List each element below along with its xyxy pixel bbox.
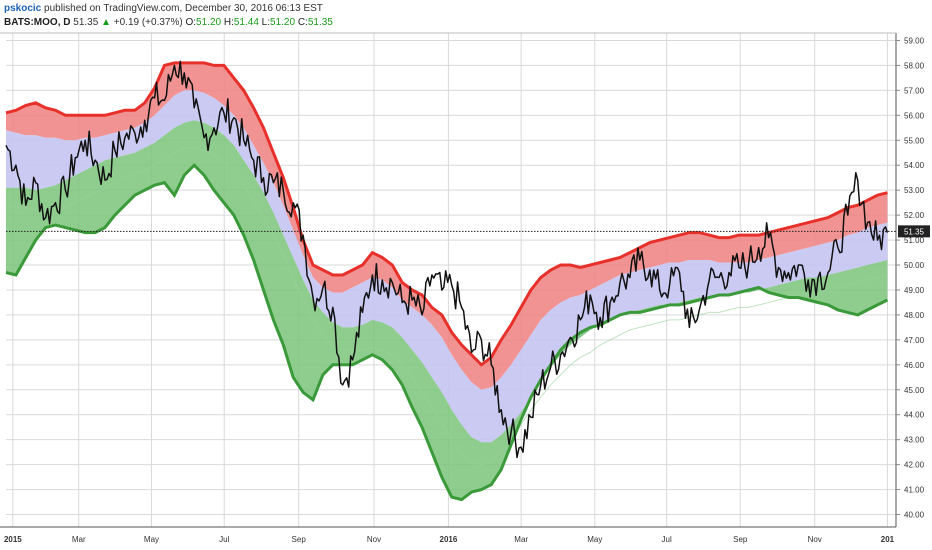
- x-tick-label: 2015: [4, 535, 22, 544]
- low-value: 51.20: [270, 17, 296, 28]
- symbol-line: BATS:MOO, D 51.35 ▲ +0.19 (+0.37%) O:51.…: [4, 17, 333, 28]
- open-value: 51.20: [196, 17, 222, 28]
- lower-band-area: [6, 120, 888, 500]
- y-tick-label: 47.00: [904, 336, 925, 345]
- middle-band-area: [6, 90, 888, 443]
- x-tick-label: Jul: [219, 535, 229, 544]
- x-tick-label: Mar: [72, 535, 86, 544]
- publish-info: published on TradingView.com, December 3…: [44, 3, 323, 14]
- y-tick-label: 50.00: [904, 261, 925, 270]
- price-line: [5, 60, 889, 459]
- y-axis-ticks: 40.00 41.00 42.00 43.00 44.00 45.00 46.00 47.00…: [896, 36, 925, 520]
- price-change: +0.19 (+0.37%): [113, 17, 183, 28]
- up-arrow-icon: ▲: [101, 17, 111, 28]
- x-tick-label: Mar: [514, 535, 528, 544]
- x-tick-label: Nov: [367, 535, 381, 544]
- high-value: 51.44: [233, 17, 259, 28]
- x-tick-label: Jul: [662, 535, 672, 544]
- x-tick-label: Sep: [292, 535, 307, 544]
- high-label: H:: [223, 17, 234, 28]
- y-tick-label: 45.00: [904, 386, 925, 395]
- publish-line: pskocic published on TradingView.com, De…: [4, 3, 323, 14]
- symbol-label[interactable]: BATS:MOO, D: [4, 17, 71, 28]
- upper-band-edge: [5, 61, 888, 367]
- x-tick-label: 2016: [440, 535, 458, 544]
- x-tick-label: Sep: [733, 535, 748, 544]
- x-tick-label: May: [587, 535, 602, 544]
- y-tick-label: 56.00: [904, 111, 925, 120]
- lower-band-edge: [5, 163, 889, 502]
- y-tick-label: 54.00: [904, 161, 925, 170]
- y-tick-label: 57.00: [904, 86, 925, 95]
- price-series: [5, 60, 889, 459]
- y-tick-label: 55.00: [904, 136, 925, 145]
- author-link[interactable]: pskocic: [4, 3, 42, 14]
- upper-band-area: [6, 62, 888, 390]
- y-tick-label: 49.00: [904, 286, 925, 295]
- close-value: 51.35: [307, 17, 333, 28]
- y-tick-label: 48.00: [904, 311, 925, 320]
- y-tick-label: 53.00: [904, 186, 925, 195]
- last-price-marker: 51.35: [6, 225, 930, 238]
- y-tick-label: 44.00: [904, 411, 925, 420]
- y-tick-label: 58.00: [904, 61, 925, 70]
- lower-mid-line: [5, 147, 888, 466]
- last-price-box: [898, 225, 930, 238]
- last-price: 51.35: [73, 17, 99, 28]
- x-axis-ticks: 2015 Mar May Jul Sep Nov 2016 Mar May Jul Sep Nov 20…: [4, 535, 895, 544]
- y-tick-label: 43.00: [904, 436, 925, 445]
- x-tick-label: May: [144, 535, 159, 544]
- y-tick-label: 51.00: [904, 236, 925, 245]
- y-tick-label: 52.00: [904, 211, 925, 220]
- keltner-bands: [5, 61, 889, 502]
- y-tick-label: 46.00: [904, 361, 925, 370]
- y-tick-label: 59.00: [904, 36, 925, 45]
- x-tick-label: Nov: [808, 535, 822, 544]
- open-label: O:: [185, 17, 197, 28]
- x-tick-label: 201: [881, 535, 895, 544]
- close-label: C:: [297, 17, 308, 28]
- y-tick-label: 42.00: [904, 461, 925, 470]
- y-tick-label: 41.00: [904, 486, 925, 495]
- low-label: L:: [261, 17, 271, 28]
- last-price-text: 51.35: [904, 227, 925, 236]
- y-tick-label: 40.00: [904, 511, 925, 520]
